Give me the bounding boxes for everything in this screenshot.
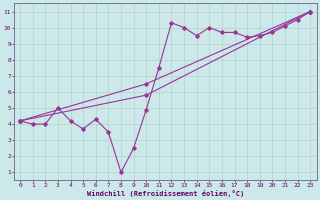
X-axis label: Windchill (Refroidissement éolien,°C): Windchill (Refroidissement éolien,°C): [86, 190, 244, 197]
